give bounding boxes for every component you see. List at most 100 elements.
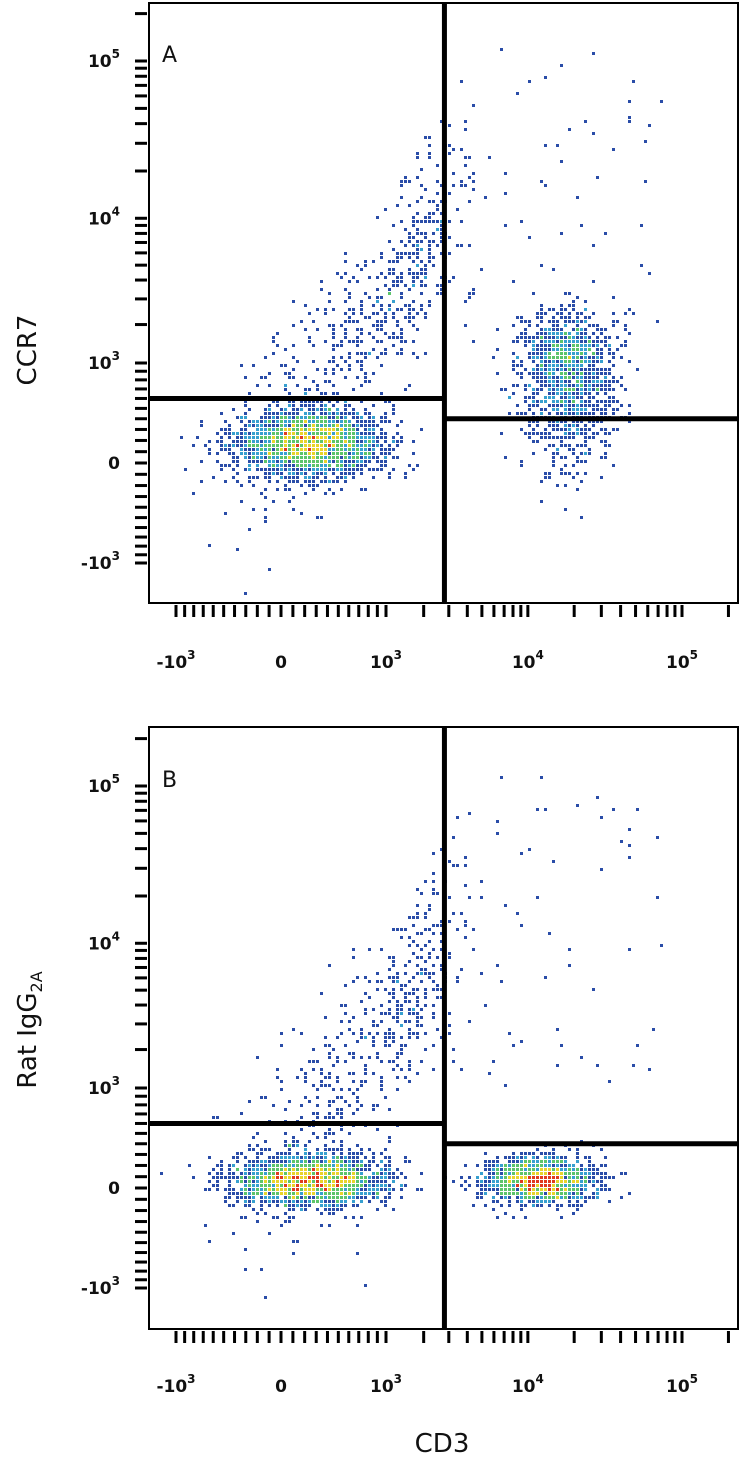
event-dot bbox=[332, 1048, 335, 1051]
event-dot bbox=[424, 972, 427, 975]
event-dot bbox=[432, 1044, 435, 1047]
event-dot bbox=[372, 452, 375, 455]
event-dot bbox=[344, 412, 347, 415]
event-dot bbox=[392, 1036, 395, 1039]
event-dot bbox=[208, 1188, 211, 1191]
event-dot bbox=[268, 476, 271, 479]
event-dot bbox=[552, 332, 555, 335]
event-dot bbox=[284, 384, 287, 387]
event-dot bbox=[268, 436, 271, 439]
event-dot bbox=[368, 432, 371, 435]
event-dot bbox=[312, 484, 315, 487]
event-dot bbox=[368, 316, 371, 319]
event-dot bbox=[432, 240, 435, 243]
event-dot bbox=[536, 348, 539, 351]
event-dot bbox=[512, 384, 515, 387]
event-dot bbox=[424, 236, 427, 239]
event-dot bbox=[508, 1156, 511, 1159]
event-dot bbox=[584, 1200, 587, 1203]
y-tick-label: 103 bbox=[88, 349, 120, 374]
event-dot bbox=[552, 1148, 555, 1151]
event-dot bbox=[440, 120, 443, 123]
event-dot bbox=[588, 1160, 591, 1163]
event-dot bbox=[228, 464, 231, 467]
event-dot bbox=[272, 1176, 275, 1179]
event-dot bbox=[324, 1184, 327, 1187]
event-dot bbox=[540, 312, 543, 315]
event-dot bbox=[228, 432, 231, 435]
event-dot bbox=[316, 328, 319, 331]
event-dot bbox=[388, 308, 391, 311]
event-dot bbox=[264, 448, 267, 451]
event-dot bbox=[596, 368, 599, 371]
event-dot bbox=[460, 184, 463, 187]
event-dot bbox=[568, 1148, 571, 1151]
event-dot bbox=[548, 320, 551, 323]
event-dot bbox=[592, 344, 595, 347]
event-dot bbox=[388, 420, 391, 423]
event-dot bbox=[464, 324, 467, 327]
event-dot bbox=[484, 1192, 487, 1195]
event-dot bbox=[572, 300, 575, 303]
event-dot bbox=[264, 376, 267, 379]
event-dot bbox=[344, 460, 347, 463]
event-dot bbox=[324, 1176, 327, 1179]
event-dot bbox=[320, 472, 323, 475]
event-dot bbox=[424, 1032, 427, 1035]
event-dot bbox=[596, 328, 599, 331]
event-dot bbox=[408, 268, 411, 271]
event-dot bbox=[236, 1200, 239, 1203]
event-dot bbox=[332, 308, 335, 311]
event-dot bbox=[288, 1156, 291, 1159]
event-dot bbox=[320, 440, 323, 443]
event-dot bbox=[244, 1184, 247, 1187]
event-dot bbox=[516, 1168, 519, 1171]
event-dot bbox=[368, 352, 371, 355]
event-dot bbox=[504, 224, 507, 227]
event-dot bbox=[364, 1196, 367, 1199]
event-dot bbox=[608, 1200, 611, 1203]
event-dot bbox=[620, 1196, 623, 1199]
event-dot bbox=[300, 400, 303, 403]
event-dot bbox=[292, 1140, 295, 1143]
event-dot bbox=[384, 348, 387, 351]
event-dot bbox=[364, 488, 367, 491]
event-dot bbox=[500, 1168, 503, 1171]
event-dot bbox=[400, 276, 403, 279]
event-dot bbox=[288, 464, 291, 467]
event-dot bbox=[304, 1080, 307, 1083]
event-dot bbox=[544, 352, 547, 355]
event-dot bbox=[576, 408, 579, 411]
event-dot bbox=[500, 1172, 503, 1175]
y-tick-label: 104 bbox=[88, 204, 120, 229]
event-dot bbox=[540, 1168, 543, 1171]
event-dot bbox=[276, 1192, 279, 1195]
event-dot bbox=[352, 1188, 355, 1191]
event-dot bbox=[496, 1184, 499, 1187]
event-dot bbox=[556, 360, 559, 363]
event-dot bbox=[212, 1116, 215, 1119]
event-dot bbox=[320, 1172, 323, 1175]
event-dot bbox=[556, 348, 559, 351]
event-dot bbox=[244, 1248, 247, 1251]
event-dot bbox=[344, 1192, 347, 1195]
event-dot bbox=[580, 412, 583, 415]
event-dot bbox=[540, 356, 543, 359]
event-dot bbox=[284, 448, 287, 451]
event-dot bbox=[564, 392, 567, 395]
event-dot bbox=[292, 1176, 295, 1179]
event-dot bbox=[528, 408, 531, 411]
event-dot bbox=[248, 1168, 251, 1171]
event-dot bbox=[328, 1204, 331, 1207]
event-dot bbox=[556, 1196, 559, 1199]
event-dot bbox=[288, 436, 291, 439]
event-dot bbox=[556, 384, 559, 387]
event-dot bbox=[272, 340, 275, 343]
event-dot bbox=[404, 284, 407, 287]
event-dot bbox=[440, 988, 443, 991]
event-dot bbox=[648, 272, 651, 275]
event-dot bbox=[360, 1188, 363, 1191]
event-dot bbox=[540, 1164, 543, 1167]
event-dot bbox=[360, 472, 363, 475]
event-dot bbox=[276, 448, 279, 451]
